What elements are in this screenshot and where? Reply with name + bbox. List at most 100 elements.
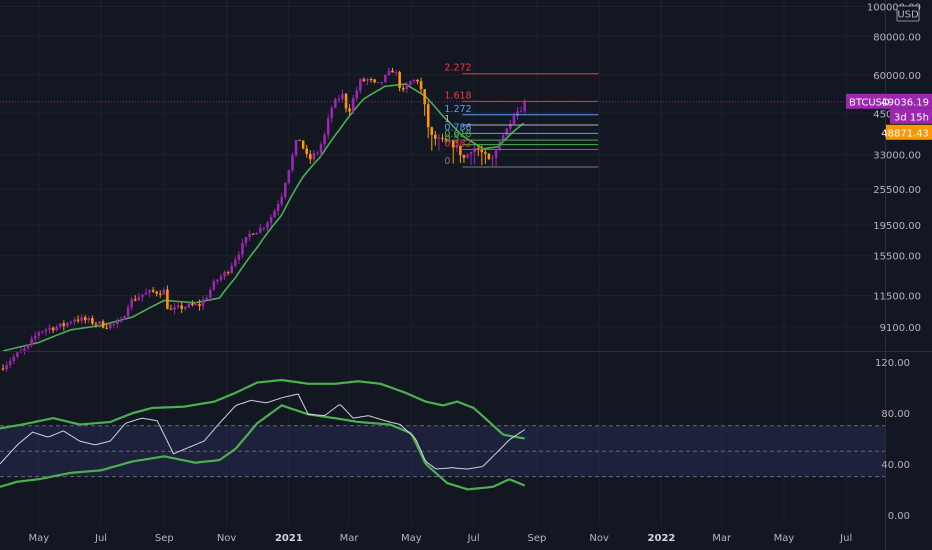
price-tick-label: 15500.00	[873, 252, 921, 263]
candle-body	[519, 111, 523, 113]
candle-body	[41, 331, 44, 333]
candle-body	[226, 272, 230, 274]
candle-body	[230, 265, 233, 273]
candle-body	[66, 322, 69, 327]
candle-body	[176, 305, 180, 308]
candle-body	[126, 307, 130, 317]
candle-body	[248, 233, 251, 237]
price-axis[interactable]: 100000.0080000.0060000.0045000.0033000.0…	[867, 3, 921, 334]
fib-level-label: 0.618	[444, 129, 471, 140]
candle-body	[298, 139, 301, 141]
candle-body	[183, 307, 187, 309]
candle-body	[373, 79, 376, 83]
price-tick-label: 80000.00	[873, 32, 921, 43]
ma-value-text: 48871.43	[881, 128, 929, 139]
candle-body	[451, 140, 455, 148]
candle-body	[444, 138, 448, 142]
candle-body	[419, 81, 423, 90]
time-tick-label: Sep	[527, 533, 546, 544]
candle-body	[384, 74, 387, 82]
candle-body	[430, 127, 434, 135]
candle-body	[166, 289, 169, 309]
candle-body	[501, 135, 505, 142]
candle-body	[505, 128, 509, 136]
time-tick-label: 2021	[275, 533, 303, 544]
candle-body	[448, 140, 451, 142]
candle-body	[509, 123, 512, 129]
candle-body	[48, 327, 51, 330]
candle-body	[462, 155, 466, 158]
candle-body	[80, 317, 83, 321]
time-tick-label: Jul	[839, 533, 852, 544]
candle-body	[151, 290, 155, 292]
candle-body	[323, 134, 326, 145]
time-tick-label: Mar	[712, 533, 732, 544]
candle-body	[459, 145, 462, 156]
ma-value-badge	[886, 124, 932, 140]
oscillator-tick-label: 120.00	[875, 358, 910, 369]
candle-body	[223, 272, 226, 277]
candle-body	[287, 170, 291, 184]
candle-body	[491, 157, 494, 159]
candle-body	[216, 279, 219, 282]
time-tick-label: May	[401, 533, 422, 544]
candle-body	[466, 154, 469, 158]
candle-body	[294, 139, 298, 156]
candle-body	[16, 352, 19, 357]
candle-body	[376, 82, 380, 84]
candle-body	[319, 144, 323, 153]
candle-body	[244, 236, 248, 244]
candle-body	[69, 322, 73, 324]
candle-body	[498, 141, 501, 151]
price-tick-label: 19500.00	[873, 221, 921, 232]
candle-body	[330, 107, 334, 119]
fib-level-label: 0.5	[444, 134, 459, 145]
oscillator-axis[interactable]: 120.00 80.00 40.00 0.00	[875, 358, 910, 522]
candle-body	[119, 319, 123, 322]
candle-body	[101, 321, 105, 328]
grid	[0, 0, 885, 525]
candle-body	[58, 323, 62, 327]
currency-label[interactable]: USD	[896, 5, 920, 22]
lower-band-line	[0, 404, 526, 491]
candle-body	[108, 324, 112, 329]
fib-level-label: 0.786	[444, 122, 471, 133]
candle-body	[105, 327, 108, 329]
time-tick-label: Sep	[155, 533, 174, 544]
candle-body	[194, 304, 198, 306]
candle-body	[312, 153, 316, 160]
candle-body	[169, 308, 173, 310]
candle-body	[62, 323, 66, 327]
time-axis[interactable]: May Jul Sep Nov 2021 Mar May Jul Sep Nov 2022 Mar Ma…	[28, 533, 852, 544]
candle-body	[316, 152, 319, 154]
time-tick-label: Nov	[589, 533, 609, 544]
time-tick-label: 2022	[648, 533, 676, 544]
candle-body	[280, 196, 284, 204]
candle-body	[1, 368, 5, 370]
candle-body	[55, 326, 58, 331]
candle-body	[473, 148, 476, 153]
candle-body	[212, 281, 216, 290]
candle-body	[233, 260, 237, 266]
candle-body	[387, 70, 391, 75]
candle-body	[469, 152, 473, 155]
candle-body	[301, 140, 305, 149]
candle-body	[337, 98, 341, 100]
candle-body	[441, 137, 444, 139]
oscillator-panel	[0, 378, 885, 491]
price-tick-label: 60000.00	[873, 71, 921, 82]
candle-body	[309, 154, 312, 160]
candle-body	[484, 152, 487, 154]
candle-body	[33, 335, 37, 339]
candle-body	[426, 104, 430, 128]
countdown-badge	[890, 108, 932, 124]
candle-body	[359, 79, 362, 91]
price-tick-label: 100000.00	[867, 3, 921, 14]
time-tick-label: Nov	[217, 533, 237, 544]
candle-body	[158, 293, 162, 295]
last-price-badge[interactable]	[846, 93, 932, 109]
candle-body	[326, 118, 330, 135]
